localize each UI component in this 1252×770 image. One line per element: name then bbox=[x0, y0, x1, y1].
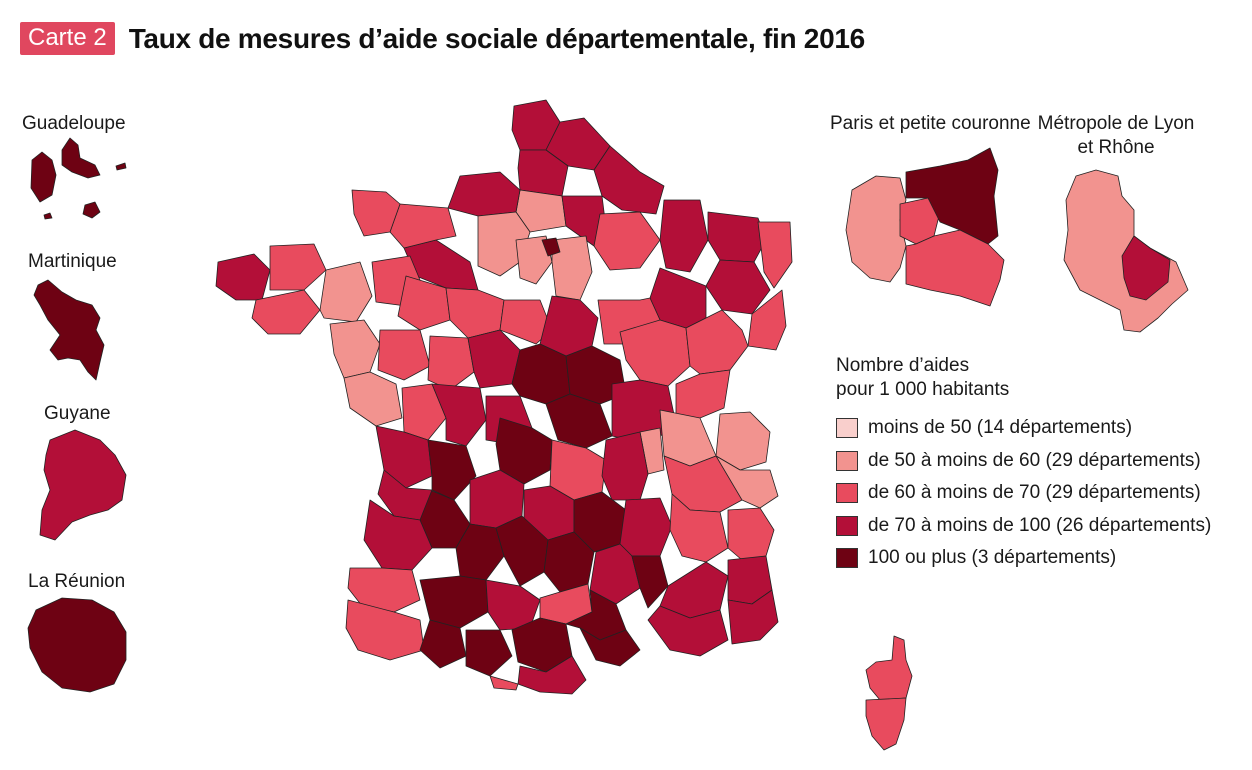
martinique-shape bbox=[33, 279, 105, 381]
map-number-badge: Carte 2 bbox=[20, 22, 115, 55]
map-header: Carte 2 Taux de mesures d’aide sociale d… bbox=[20, 22, 865, 55]
legend-label-5: 100 ou plus (3 départements) bbox=[868, 547, 1117, 569]
legend-swatch-4 bbox=[836, 515, 858, 536]
inset-label-lyon-line1: Métropole de Lyon bbox=[1037, 113, 1195, 134]
map-title: Taux de mesures d’aide sociale départeme… bbox=[128, 22, 866, 54]
inset-label-martinique: Martinique bbox=[28, 251, 117, 272]
inset-label-paris: Paris et petite couronne bbox=[830, 113, 1031, 134]
guadeloupe-shape bbox=[30, 137, 127, 220]
legend-label-3: de 60 à moins de 70 (29 départements) bbox=[868, 482, 1201, 504]
france-metropolitan-map bbox=[215, 99, 793, 695]
reunion-shape bbox=[27, 597, 127, 693]
legend-label-4: de 70 à moins de 100 (26 départements) bbox=[868, 514, 1212, 536]
paris-inset-map bbox=[845, 147, 1005, 307]
legend-swatch-2 bbox=[836, 450, 858, 471]
lyon-inset-map bbox=[1063, 169, 1189, 333]
legend-item: de 70 à moins de 100 (26 départements) bbox=[836, 510, 1211, 543]
inset-label-reunion: La Réunion bbox=[28, 571, 126, 592]
legend-item: de 50 à moins de 60 (29 départements) bbox=[836, 445, 1211, 478]
legend-swatch-1 bbox=[836, 418, 858, 439]
inset-label-guyane: Guyane bbox=[44, 403, 111, 424]
guyane-shape bbox=[39, 429, 127, 541]
legend-title-line1: Nombre d’aides bbox=[836, 355, 970, 376]
legend-label-1: moins de 50 (14 départements) bbox=[868, 417, 1133, 439]
map-legend: Nombre d’aides pour 1 000 habitants moin… bbox=[836, 354, 1211, 575]
legend-swatch-3 bbox=[836, 483, 858, 504]
inset-label-lyon: Métropole de Lyon et Rhône bbox=[1036, 112, 1196, 160]
inset-label-lyon-line2: et Rhône bbox=[1077, 137, 1155, 158]
corsica-map bbox=[865, 635, 913, 751]
legend-item: 100 ou plus (3 départements) bbox=[836, 542, 1211, 575]
legend-item: de 60 à moins de 70 (29 départements) bbox=[836, 477, 1211, 510]
legend-title-line2: pour 1 000 habitants bbox=[836, 379, 1010, 400]
inset-label-guadeloupe: Guadeloupe bbox=[22, 113, 126, 134]
legend-item: moins de 50 (14 départements) bbox=[836, 412, 1211, 445]
legend-title: Nombre d’aides pour 1 000 habitants bbox=[836, 354, 1211, 402]
legend-label-2: de 50 à moins de 60 (29 départements) bbox=[868, 449, 1201, 471]
legend-swatch-5 bbox=[836, 548, 858, 569]
